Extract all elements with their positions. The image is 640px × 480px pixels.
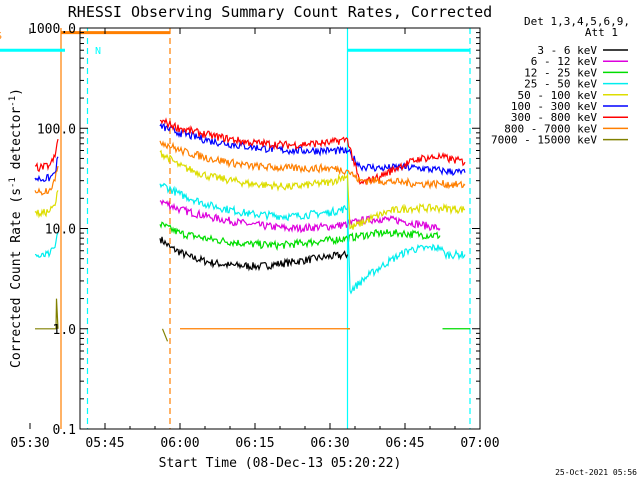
- series-0: [159, 236, 349, 272]
- legend-label-8: 7000 - 15000 keV: [491, 134, 597, 147]
- x-tick-label-6: 07:00: [460, 436, 499, 451]
- y-axis-label-main: Corrected Count Rate (s: [9, 188, 24, 368]
- series-5: [34, 122, 466, 183]
- legend-label-3: 25 - 50 keV: [524, 78, 597, 91]
- plot-area: SN: [0, 28, 471, 429]
- y-tick-label-0: 0.1: [53, 423, 76, 438]
- series-5-line-0: [34, 156, 59, 183]
- legend-label-0: 3 - 6 keV: [537, 44, 597, 57]
- series-0-line-0: [159, 236, 349, 272]
- x-tick-label-5: 06:45: [385, 436, 424, 451]
- series-3: [34, 182, 466, 295]
- annotation-0: S: [0, 31, 2, 42]
- x-tick-label-4: 06:30: [310, 436, 349, 451]
- legend-label-2: 12 - 25 keV: [524, 66, 597, 79]
- series-4-line-0: [34, 190, 59, 219]
- series-4-line-1: [159, 149, 466, 230]
- legend-label-7: 800 - 7000 keV: [504, 122, 597, 135]
- series-7-line-1: [159, 140, 466, 190]
- series-7-line-0: [34, 165, 59, 196]
- series-6: [34, 117, 466, 186]
- series-8-line-0: [35, 298, 59, 330]
- series-3-line-0: [34, 232, 59, 259]
- series-8: [35, 298, 169, 342]
- x-tick-label-3: 06:15: [235, 436, 274, 451]
- series-3-line-1: [159, 182, 466, 295]
- legend-label-6: 300 - 800 keV: [511, 111, 597, 124]
- y-axis-label-exp2: -1: [8, 96, 18, 107]
- series-7: [34, 140, 466, 196]
- legend-label-1: 6 - 12 keV: [531, 55, 598, 68]
- y-axis-label-exp1: -1: [8, 177, 18, 188]
- y-tick-label-3: 100.0: [37, 122, 76, 137]
- series-6-line-0: [34, 138, 59, 173]
- y-axis-ticks: 0.1 1.0 10.0 100.0 1000.0: [29, 22, 480, 438]
- x-tick-label-2: 06:00: [160, 436, 199, 451]
- chart-title: RHESSI Observing Summary Count Rates, Co…: [68, 3, 492, 21]
- series-1-line-0: [159, 199, 441, 234]
- series-8-line-1: [161, 328, 169, 342]
- y-tick-label-4: 1000.0: [29, 22, 76, 37]
- series-5-line-1: [159, 122, 466, 177]
- timestamp: 25-Oct-2021 05:56: [555, 468, 637, 477]
- legend-label-5: 100 - 300 keV: [511, 100, 597, 113]
- series-2: [159, 221, 441, 252]
- legend-subtitle: Att 1: [585, 26, 618, 39]
- y-axis-label: Corrected Count Rate (s-1 detector-1): [8, 88, 24, 368]
- legend-label-4: 50 - 100 keV: [518, 89, 598, 102]
- y-axis-label-end: ): [9, 88, 24, 96]
- x-tick-label-0: 05:30: [10, 436, 49, 451]
- x-axis-ticks: 05:30 05:45 06:00 06:15 06:30 06:45 07:00: [10, 28, 500, 451]
- plot-frame: [79, 27, 481, 430]
- series-6-line-1: [159, 117, 466, 186]
- y-tick-label-1: 1.0: [53, 323, 76, 338]
- series-4: [34, 149, 466, 230]
- x-axis-label: Start Time (08-Dec-13 05:20:22): [159, 456, 402, 471]
- series-1: [159, 199, 441, 234]
- y-tick-label-2: 10.0: [45, 223, 76, 238]
- legend-title: Det 1,3,4,5,6,9,: [524, 15, 630, 28]
- series-2-line-0: [159, 221, 441, 252]
- x-tick-label-1: 05:45: [85, 436, 124, 451]
- annotation-1: N: [95, 46, 101, 57]
- y-axis-label-mid: detector: [9, 107, 24, 178]
